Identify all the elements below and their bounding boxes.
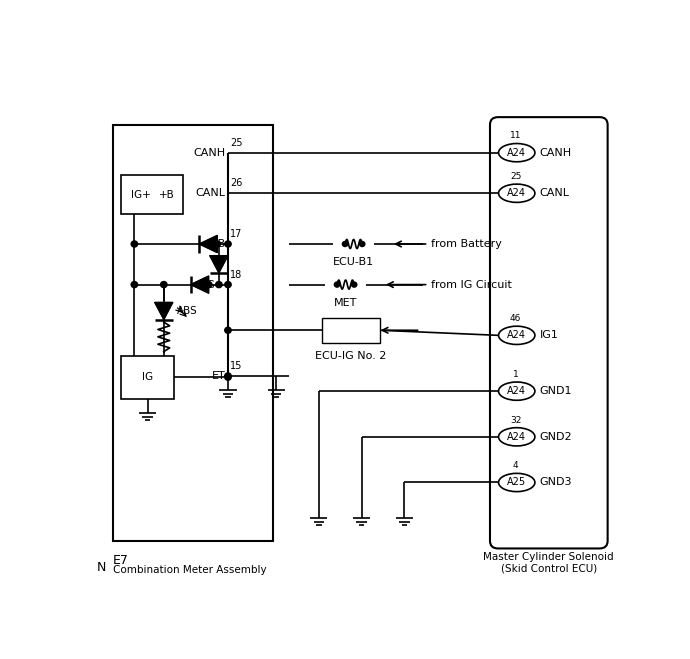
Text: 32: 32	[510, 416, 522, 424]
Circle shape	[225, 328, 231, 333]
Text: A25: A25	[507, 478, 526, 488]
Text: 26: 26	[230, 178, 243, 188]
Circle shape	[225, 241, 231, 247]
Circle shape	[225, 373, 231, 379]
Text: B: B	[214, 239, 225, 249]
Text: 25: 25	[510, 172, 522, 181]
Text: Master Cylinder Solenoid: Master Cylinder Solenoid	[484, 552, 614, 562]
Text: ET: ET	[212, 371, 225, 381]
Circle shape	[214, 241, 221, 247]
Text: 4: 4	[513, 461, 518, 471]
Text: from IG Circuit: from IG Circuit	[431, 279, 512, 289]
Polygon shape	[155, 302, 173, 320]
Polygon shape	[210, 256, 228, 273]
Circle shape	[359, 241, 365, 246]
Text: (Skid Control ECU): (Skid Control ECU)	[501, 563, 597, 573]
Circle shape	[216, 281, 222, 287]
Bar	[322, 318, 380, 343]
Circle shape	[131, 281, 137, 287]
Ellipse shape	[499, 382, 535, 400]
Text: Combination Meter Assembly: Combination Meter Assembly	[113, 565, 266, 575]
Ellipse shape	[499, 428, 535, 446]
Circle shape	[335, 282, 339, 287]
Circle shape	[225, 281, 231, 287]
FancyBboxPatch shape	[490, 117, 608, 548]
Text: CANL: CANL	[540, 188, 570, 198]
Bar	[121, 356, 175, 399]
Text: GND2: GND2	[540, 432, 572, 442]
Text: E7: E7	[113, 554, 129, 567]
Text: CANL: CANL	[195, 188, 225, 198]
Ellipse shape	[499, 144, 535, 162]
Text: A24: A24	[507, 188, 526, 198]
Ellipse shape	[499, 326, 535, 345]
Text: 11: 11	[510, 132, 522, 140]
Text: IG1: IG1	[540, 330, 559, 340]
Circle shape	[342, 241, 348, 246]
Circle shape	[206, 281, 212, 287]
Text: 25: 25	[230, 138, 243, 148]
Text: N: N	[97, 561, 106, 574]
Bar	[113, 125, 273, 541]
Ellipse shape	[499, 473, 535, 492]
Text: ECU-B1: ECU-B1	[333, 257, 374, 267]
Text: GND3: GND3	[540, 478, 572, 488]
Text: ECU-IG No. 2: ECU-IG No. 2	[315, 351, 386, 360]
Text: IG: IG	[142, 372, 153, 382]
Text: MET: MET	[334, 298, 357, 308]
Text: ABS: ABS	[177, 306, 198, 316]
Text: A24: A24	[507, 386, 526, 396]
Text: 15: 15	[230, 361, 242, 372]
Text: IG+: IG+	[204, 279, 225, 289]
Circle shape	[351, 282, 357, 287]
Text: CANH: CANH	[193, 148, 225, 158]
Polygon shape	[190, 276, 208, 293]
Circle shape	[225, 374, 231, 380]
Text: 18: 18	[230, 270, 242, 280]
Text: IG+: IG+	[131, 190, 150, 200]
Text: from Battery: from Battery	[431, 239, 502, 249]
Polygon shape	[199, 235, 217, 252]
Text: +B: +B	[159, 190, 175, 200]
Text: 1: 1	[513, 370, 518, 379]
Bar	[121, 175, 182, 214]
Circle shape	[131, 241, 137, 247]
Text: 17: 17	[230, 229, 242, 239]
Ellipse shape	[499, 184, 535, 202]
Circle shape	[161, 281, 167, 287]
Text: A24: A24	[507, 330, 526, 340]
Text: CANH: CANH	[540, 148, 572, 158]
Text: A24: A24	[507, 148, 526, 158]
Text: A24: A24	[507, 432, 526, 442]
Text: 46: 46	[510, 314, 522, 323]
Text: GND1: GND1	[540, 386, 572, 396]
